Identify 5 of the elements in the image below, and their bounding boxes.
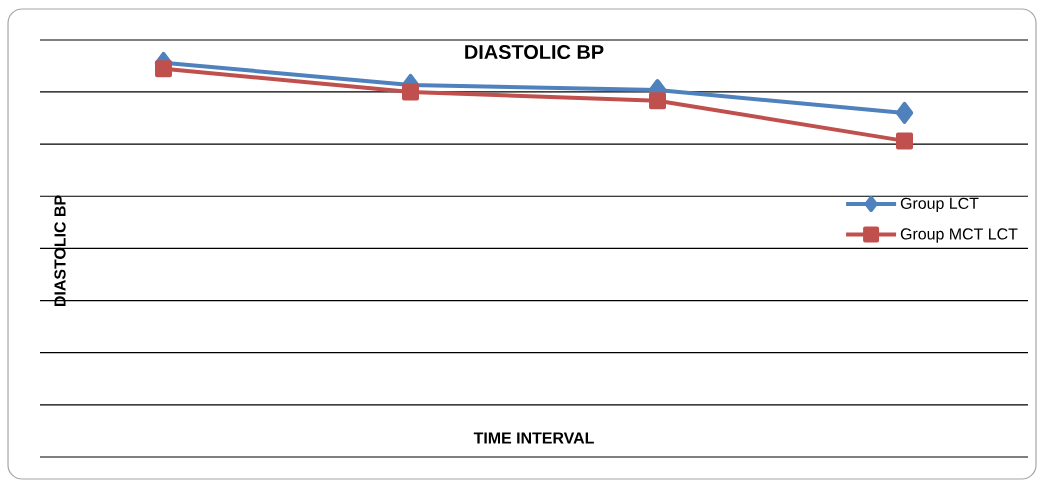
legend-label: Group LCT bbox=[900, 197, 979, 213]
x-axis-title: TIME INTERVAL bbox=[473, 432, 594, 444]
chart-title: DIASTOLIC BP bbox=[465, 44, 604, 60]
legend-label: Group MCT LCT bbox=[900, 228, 1018, 243]
y-axis-title: DIASTOLIC BP bbox=[54, 195, 66, 307]
